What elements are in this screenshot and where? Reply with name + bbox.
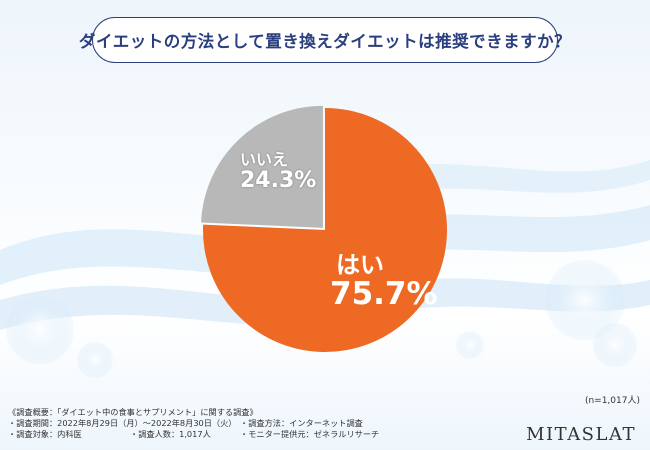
notes-heading: 《調査概要：「ダイエット中の食事とサプリメント」に関する調査》 xyxy=(8,407,258,417)
sample-size-note: (n=1,017人) xyxy=(584,396,640,406)
title-box: ダイエットの方法として置き換えダイエットは推奨できますか？ xyxy=(79,17,571,63)
pie-slice-no xyxy=(201,105,323,228)
notes-provider: ・モニター提供元：ゼネラルリサーチ xyxy=(240,429,380,439)
slice-label-no: いいえ xyxy=(240,150,289,169)
slice-value-no: 24.3% xyxy=(240,168,317,193)
survey-notes: 《調査概要：「ダイエット中の食事とサプリメント」に関する調査》 ・調査期間：20… xyxy=(8,407,379,440)
notes-period: ・調査期間：2022年8月29日（月）～2022年8月30日（火） xyxy=(8,418,237,428)
pie-slice-yes xyxy=(203,108,447,353)
slice-value-yes: 75.7% xyxy=(330,276,438,312)
notes-count: ・調査人数：1,017人 xyxy=(130,429,211,439)
notes-method: ・調査方法：インターネット調査 xyxy=(240,418,363,428)
slice-label-yes: はい xyxy=(336,251,384,279)
chart-title: ダイエットの方法として置き換えダイエットは推奨できますか？ xyxy=(78,32,572,51)
notes-target: ・調査対象：内科医 xyxy=(8,429,82,439)
brand-logo: MITASLAT xyxy=(526,424,636,445)
